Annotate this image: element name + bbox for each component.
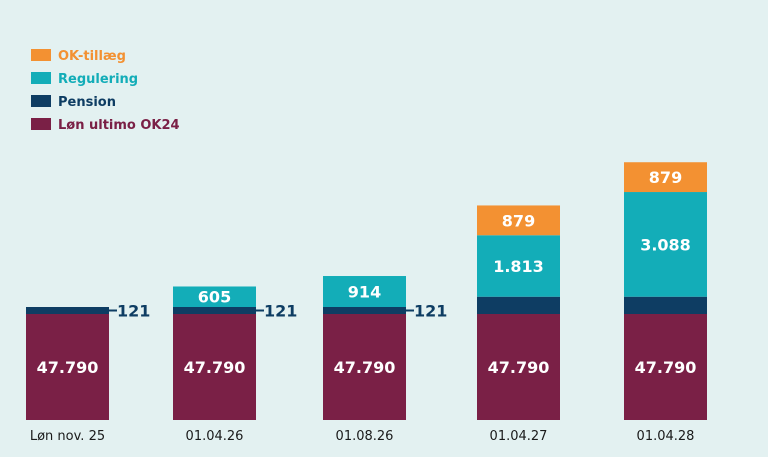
category-label: Løn nov. 25 bbox=[30, 429, 105, 444]
bar-segment bbox=[624, 192, 707, 297]
bar-segment bbox=[323, 314, 406, 420]
bar-segment bbox=[323, 307, 406, 314]
x-axis-labels: Løn nov. 25 01.04.26 01.08.26 01.04.27 01.04… bbox=[30, 429, 695, 444]
legend: OK-tillæg Regulering Pension Løn ultimo OK2… bbox=[31, 49, 180, 133]
legend-swatch bbox=[31, 49, 51, 61]
data-label: 47.790 bbox=[37, 358, 99, 377]
bar-segment bbox=[477, 296, 560, 314]
legend-swatch bbox=[31, 72, 51, 84]
data-label: 879 bbox=[649, 168, 682, 187]
data-label: 879 bbox=[502, 211, 535, 230]
data-label: 47.790 bbox=[635, 358, 697, 377]
bar-segment bbox=[624, 296, 707, 314]
data-label: 47.790 bbox=[488, 358, 550, 377]
bar-segment bbox=[477, 205, 560, 236]
data-label: 47.790 bbox=[334, 358, 396, 377]
bar-segment bbox=[477, 314, 560, 420]
side-data-label: 121 bbox=[264, 302, 297, 321]
bar-segment bbox=[26, 307, 109, 314]
legend-swatch bbox=[31, 118, 51, 130]
bars: 47.790 121 47.790 121 605 47.790 121 914 47.790 1… bbox=[26, 162, 707, 420]
category-label: 01.04.27 bbox=[490, 429, 548, 444]
bar-segment bbox=[624, 314, 707, 420]
data-label: 47.790 bbox=[184, 358, 246, 377]
data-label: 3.088 bbox=[640, 235, 691, 254]
bar-segment bbox=[323, 276, 406, 307]
bar-segment bbox=[173, 307, 256, 314]
bar-segment bbox=[477, 235, 560, 297]
category-label: 01.08.26 bbox=[336, 429, 394, 444]
legend-label: Regulering bbox=[58, 72, 138, 87]
bar-segment bbox=[173, 314, 256, 420]
side-data-label: 121 bbox=[414, 302, 447, 321]
side-data-label: 121 bbox=[117, 302, 150, 321]
bar-segment bbox=[26, 314, 109, 420]
legend-swatch bbox=[31, 95, 51, 107]
legend-label: OK-tillæg bbox=[58, 49, 126, 64]
legend-label: Pension bbox=[58, 95, 116, 110]
data-label: 605 bbox=[198, 288, 231, 307]
bar-segment bbox=[624, 162, 707, 193]
legend-label: Løn ultimo OK24 bbox=[58, 118, 180, 133]
data-label: 1.813 bbox=[493, 257, 544, 276]
category-label: 01.04.28 bbox=[637, 429, 695, 444]
category-label: 01.04.26 bbox=[186, 429, 244, 444]
bar-segment bbox=[173, 286, 256, 307]
data-label: 914 bbox=[348, 283, 381, 302]
